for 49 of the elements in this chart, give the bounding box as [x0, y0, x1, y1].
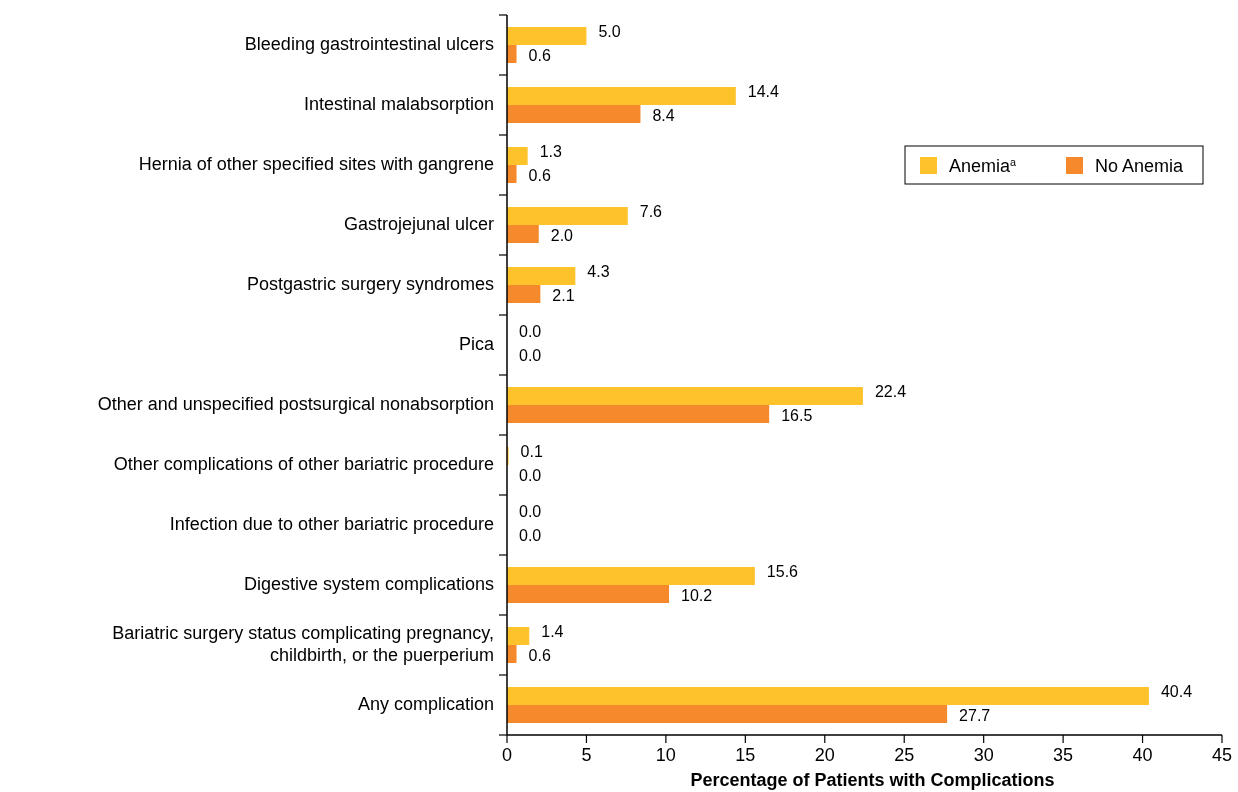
x-axis-title: Percentage of Patients with Complications: [690, 770, 1055, 790]
legend-label: No Anemia: [1095, 156, 1185, 176]
y-tick-label: Bleeding gastrointestinal ulcers: [244, 33, 494, 54]
data-label: 0.1: [520, 443, 543, 461]
data-label: 22.4: [874, 383, 907, 401]
y-tick-label: Infection due to other bariatric procedure: [169, 513, 494, 534]
y-tick-label: Gastrojejunal ulcer: [343, 213, 494, 234]
y-tick-label: Other and unspecified postsurgical nonabsorption: [97, 393, 494, 414]
data-label: 5.0: [598, 23, 621, 41]
data-label: 16.5: [781, 407, 813, 425]
data-label: 2.1: [552, 287, 575, 305]
y-tick-label: Bariatric surgery status complicating pregnancy, childbirth, or the puerperium: [112, 622, 494, 665]
data-label: 10.2: [681, 587, 713, 605]
data-label: 4.3: [587, 263, 610, 281]
y-tick-label: Hernia of other specified sites with gangrene: [138, 153, 494, 174]
data-label: 40.4: [1160, 683, 1193, 701]
x-tick-label: 5: [581, 745, 592, 765]
data-label: 2.0: [550, 227, 574, 245]
data-label: 27.7: [959, 707, 991, 725]
data-label: 0.6: [528, 647, 551, 665]
data-label: 1.4: [541, 623, 564, 641]
x-tick-label: 0: [501, 745, 513, 765]
data-label: 15.6: [766, 563, 799, 581]
data-label: 7.6: [639, 203, 663, 221]
y-tick-label: Digestive system complications: [243, 573, 494, 594]
data-label: 0.0: [519, 467, 542, 485]
data-label: 0.0: [519, 323, 542, 341]
y-tick-label: Any complication: [357, 693, 494, 714]
data-label: 0.0: [519, 503, 542, 521]
y-tick-label: Pica: [458, 333, 495, 354]
data-label: 0.6: [528, 47, 551, 65]
legend-label: Anemia$^{a}$: [949, 156, 1017, 176]
x-tick-label: 40: [1132, 745, 1153, 765]
y-tick-label: Postgastric surgery syndromes: [246, 273, 494, 294]
x-tick-label: 20: [814, 745, 835, 765]
data-label: 0.0: [519, 347, 542, 365]
x-tick-label: 25: [894, 745, 915, 765]
x-tick-label: 10: [655, 745, 676, 765]
x-tick-label: 35: [1053, 745, 1074, 765]
x-tick-label: 30: [973, 745, 994, 765]
data-label: 8.4: [652, 107, 675, 125]
data-label: 0.0: [519, 527, 542, 545]
data-label: 1.3: [539, 143, 562, 161]
data-label: 0.6: [528, 167, 551, 185]
y-tick-label: Intestinal malabsorption: [303, 93, 494, 114]
y-tick-label: Other complications of other bariatric procedure: [113, 453, 494, 474]
x-tick-label: 45: [1211, 745, 1233, 765]
data-label: 14.4: [747, 83, 780, 101]
x-tick-label: 15: [735, 745, 756, 765]
